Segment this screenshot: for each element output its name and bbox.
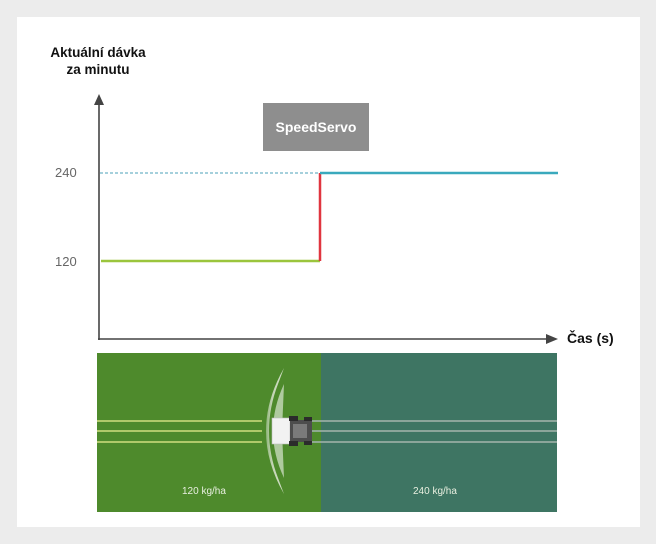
y-axis-label: Aktuální dávka za minutu bbox=[50, 45, 146, 77]
x-axis-label: Čas (s) bbox=[567, 330, 614, 346]
tick-label-120: 120 bbox=[55, 254, 77, 269]
spread-pattern bbox=[266, 368, 284, 494]
speedservo-badge: SpeedServo bbox=[263, 103, 369, 151]
field-area-240 bbox=[321, 353, 557, 512]
field-label-240: 240 kg/ha bbox=[413, 486, 457, 497]
x-axis-arrow bbox=[546, 334, 558, 344]
y-axis-arrow bbox=[94, 94, 104, 105]
tractor-spreader-icon bbox=[271, 416, 312, 446]
tick-label-240: 240 bbox=[55, 165, 77, 180]
field-label-120: 120 kg/ha bbox=[182, 486, 226, 497]
